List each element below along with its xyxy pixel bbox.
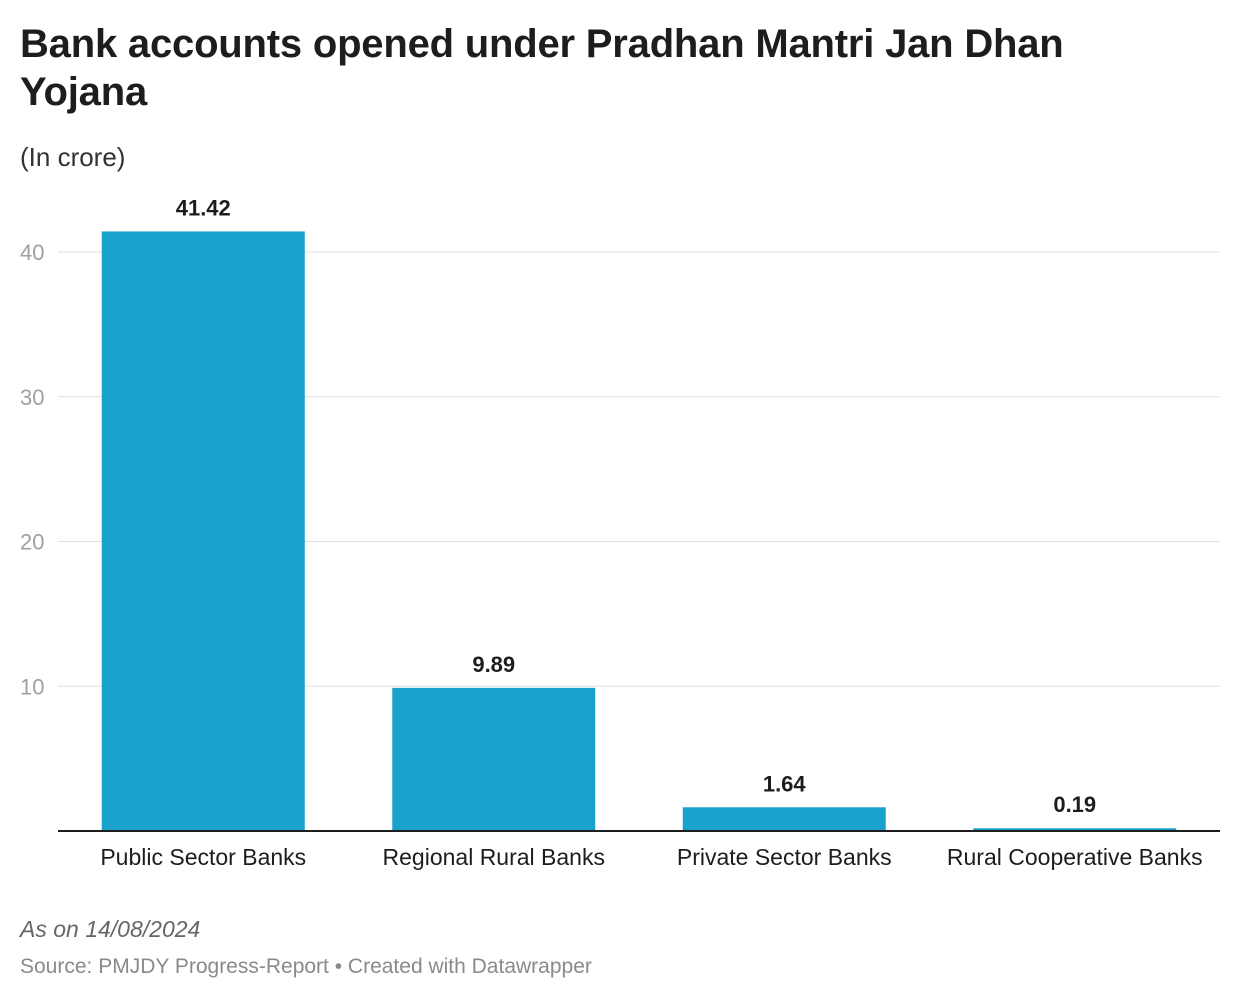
x-tick-label: Public Sector Banks — [100, 844, 306, 870]
y-tick-label: 10 — [20, 674, 44, 699]
bar-private-sector-banks — [682, 807, 886, 831]
data-label: 41.42 — [176, 195, 231, 220]
bar-public-sector-banks — [101, 231, 305, 831]
y-tick-label: 40 — [20, 240, 44, 265]
bar-chart: 41.42 9.89 1.64 0.19 10 20 30 40 Public Sector … — [20, 195, 1220, 870]
x-tick-label: Private Sector Banks — [677, 844, 892, 870]
x-tick-label: Regional Rural Banks — [383, 844, 605, 870]
date-note: As on 14/08/2024 — [20, 916, 201, 942]
x-tick-label: Rural Cooperative Banks — [947, 844, 1203, 870]
data-label: 0.19 — [1053, 792, 1096, 817]
source-line: Source: PMJDY Progress-Report • Created … — [20, 955, 592, 978]
data-labels: 41.42 9.89 1.64 0.19 — [176, 195, 1096, 817]
chart-subtitle: (In crore) — [20, 142, 126, 172]
data-label: 9.89 — [472, 652, 515, 677]
y-tick-label: 20 — [20, 530, 44, 555]
bar-rural-cooperative-banks — [973, 828, 1177, 831]
bars — [101, 231, 1177, 831]
bar-regional-rural-banks — [392, 687, 596, 831]
chart-title: Bank accounts opened under Pradhan Mantr… — [20, 22, 1064, 114]
axes: 10 20 30 40 Public Sector Banks Regional Rura… — [20, 240, 1220, 870]
y-tick-label: 30 — [20, 385, 44, 410]
data-label: 1.64 — [763, 771, 807, 796]
